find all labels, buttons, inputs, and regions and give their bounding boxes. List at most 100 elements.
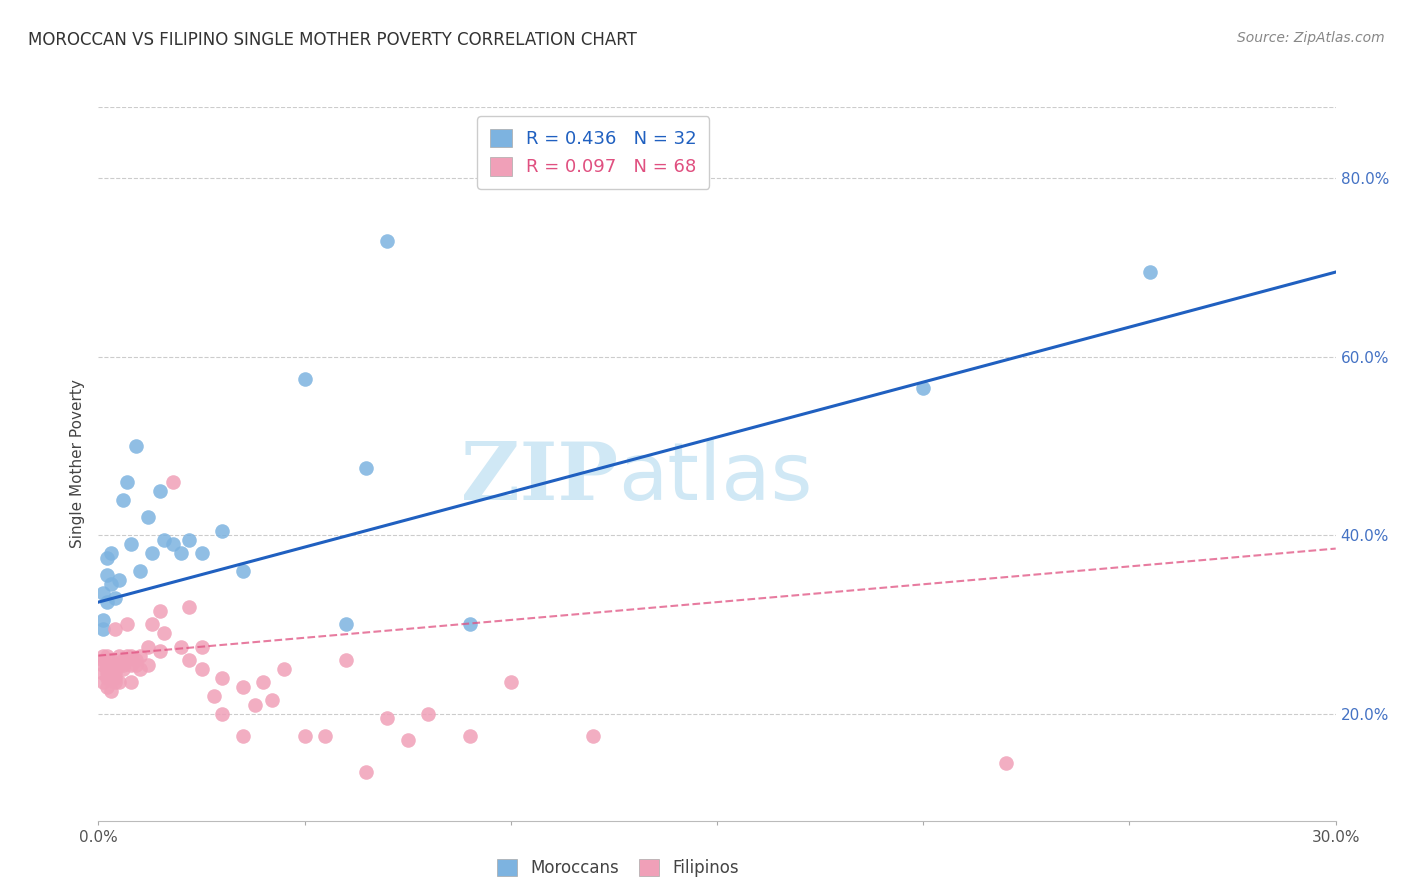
Point [994,756,1017,770]
Point [100,662,122,676]
Point [162,475,184,489]
Point [124,653,146,667]
Point [91,666,114,681]
Point [335,653,357,667]
Legend: Moroccans, Filipinos: Moroccans, Filipinos [491,852,745,884]
Point [104,671,127,685]
Point [232,564,254,578]
Point [96,662,118,676]
Point [243,698,266,712]
Point [211,524,233,538]
Point [375,711,398,725]
Point [96,666,118,681]
Point [104,622,127,636]
Point [1139,265,1161,279]
Point [91,586,114,600]
Point [211,671,233,685]
Point [117,648,139,663]
Point [91,648,114,663]
Point [912,381,935,395]
Point [96,671,118,685]
Point [100,666,122,681]
Point [100,577,122,591]
Point [396,733,419,747]
Point [202,689,225,703]
Point [108,648,131,663]
Point [117,475,139,489]
Point [112,657,135,672]
Point [356,461,378,475]
Point [124,439,146,453]
Point [179,653,201,667]
Point [211,706,233,721]
Point [153,533,176,547]
Point [112,492,135,507]
Point [91,613,114,627]
Point [104,657,127,672]
Point [96,648,118,663]
Point [190,546,212,560]
Point [273,662,295,676]
Point [170,546,193,560]
Point [499,675,522,690]
Point [260,693,283,707]
Point [120,675,142,690]
Point [91,657,114,672]
Point [100,546,122,560]
Point [128,564,150,578]
Point [190,640,212,654]
Text: Source: ZipAtlas.com: Source: ZipAtlas.com [1237,31,1385,45]
Point [179,599,201,614]
Point [190,662,212,676]
Point [100,671,122,685]
Point [314,729,336,743]
Point [128,648,150,663]
Point [96,568,118,582]
Point [170,640,193,654]
Point [136,657,159,672]
Point [104,666,127,681]
Point [128,662,150,676]
Point [120,648,142,663]
Point [117,617,139,632]
Point [179,533,201,547]
Point [104,675,127,690]
Point [124,657,146,672]
Point [108,657,131,672]
Point [294,729,316,743]
Y-axis label: Single Mother Poverty: Single Mother Poverty [70,379,86,549]
Point [100,653,122,667]
Point [232,729,254,743]
Point [108,675,131,690]
Point [232,680,254,694]
Point [96,657,118,672]
Point [100,684,122,698]
Point [112,653,135,667]
Point [141,546,163,560]
Point [120,657,142,672]
Point [96,550,118,565]
Text: ZIP: ZIP [461,439,619,517]
Point [458,729,481,743]
Point [149,604,172,618]
Point [91,675,114,690]
Point [141,617,163,632]
Point [120,537,142,551]
Text: atlas: atlas [619,439,813,517]
Point [149,483,172,498]
Point [91,653,114,667]
Point [162,537,184,551]
Point [375,234,398,248]
Point [108,573,131,587]
Point [335,617,357,632]
Text: MOROCCAN VS FILIPINO SINGLE MOTHER POVERTY CORRELATION CHART: MOROCCAN VS FILIPINO SINGLE MOTHER POVER… [28,31,637,49]
Point [418,706,440,721]
Point [149,644,172,658]
Point [96,595,118,609]
Point [458,617,481,632]
Point [104,591,127,605]
Point [136,640,159,654]
Point [136,510,159,524]
Point [252,675,274,690]
Point [91,622,114,636]
